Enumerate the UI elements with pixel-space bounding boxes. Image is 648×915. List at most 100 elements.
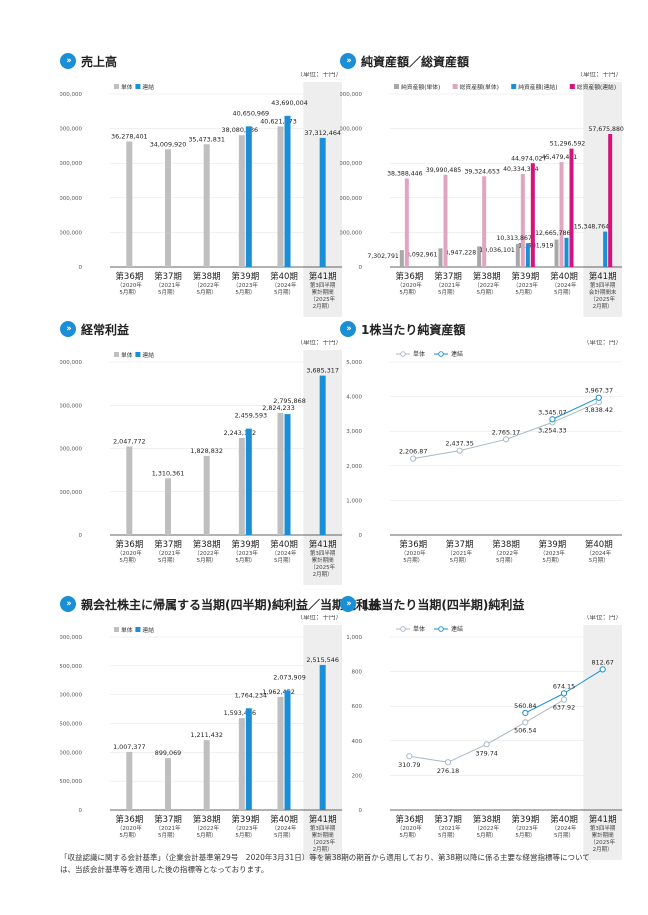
data-label: 51,296,592 [550,141,585,148]
x-category-month: 5月期） [477,289,497,296]
point-single [483,741,490,748]
x-category-year: （2020年 [397,824,422,832]
data-label: 2,437.35 [445,440,473,448]
x-category-year: （2023年 [540,549,565,557]
data-label: 3,967.37 [585,387,613,395]
y-tick-label: 2,000,000 [60,447,82,453]
data-label: 2,795,868 [273,397,306,405]
series-line-consol [563,668,603,694]
bar-consol [245,428,252,535]
point-single [410,455,417,462]
legend-swatch [394,84,399,89]
bar-single [203,740,210,810]
bar-0 [477,246,482,267]
y-tick-label: 0 [79,265,83,271]
x-category-sublabel: 2月期） [593,303,613,310]
legend-marker [438,351,444,357]
bar-0 [515,243,520,267]
x-category-label: 第40期 [585,539,613,550]
data-label: 34,009,920 [150,140,187,148]
x-category-label: 第40期 [550,271,578,282]
x-category-label: 第39期 [538,539,566,550]
x-category-year: （2023年 [233,824,258,832]
x-category-month: 5月期） [274,832,294,839]
point-consol [560,690,568,697]
chart-title: ›› 純資産額／総資産額 [340,52,469,70]
x-category-month: 5月期） [403,557,423,564]
bar-3 [569,148,574,267]
point-single [406,753,413,760]
x-category-label: 第41期 [589,271,617,282]
bar-single [165,149,171,267]
chart-title: ›› 親会社株主に帰属する当期(四半期)純利益／当期純利益 [60,595,380,613]
data-label: 8,947,228 [445,249,477,256]
data-label: 560.84 [514,702,536,710]
y-tick-label: 0 [79,808,83,814]
x-category-label: 第36期 [395,271,423,282]
bar-2 [564,237,569,267]
x-category-label: 第37期 [154,271,182,282]
unit-label: （単位：円） [583,615,622,621]
x-category-month: 5月期） [554,832,574,839]
y-tick-label: 30,000,000 [60,161,82,167]
x-category-sublabel: 累計期間 [312,831,335,839]
eps-chart: （単位：円）1,0008006004002000第36期（2020年5月期）第3… [346,615,622,860]
x-category-month: 5月期） [197,557,217,564]
cumulative-period-shade [583,625,622,860]
x-category-sublabel: 第3四半期 [590,824,616,832]
y-tick-label: 1,500,000 [60,722,82,728]
x-category-label: 第37期 [434,271,462,282]
x-category-label: 第41期 [309,814,337,825]
series-line-consol [525,692,565,714]
point-consol [522,709,529,717]
x-category-month: 5月期） [119,832,139,839]
x-category-year: （2020年 [401,549,426,557]
point-single [444,759,452,766]
x-category-month: 5月期） [438,832,458,839]
data-label: 35,473,831 [188,135,225,143]
assets-chart: （単位：千円） 75,000,000 60,000,000 45,000,000 30,… [340,72,624,317]
double-chevron-icon: ›› [60,321,76,337]
bar-consol [245,708,252,810]
x-category-year: （2020年 [117,281,142,289]
data-label: 2,047,772 [113,437,146,445]
bar-single [126,446,133,535]
bar-consol [245,126,252,267]
unit-label: （単位：千円） [297,615,343,621]
x-category-year: （2024年 [272,549,297,557]
x-category-label: 第38期 [193,814,221,825]
x-category-label: 第37期 [154,539,182,550]
legend-label: 連結 [451,350,463,358]
data-label: 2,206.87 [399,448,427,456]
data-label: 1,593,436 [224,709,257,717]
point-consol [599,666,606,673]
series-line-single [505,421,553,440]
data-label: 45,479,461 [542,154,577,161]
data-label: 43,690,004 [271,99,308,107]
legend-label: 単体 [121,626,133,634]
x-category-label: 第37期 [434,814,462,825]
data-label: 3,838.42 [585,406,613,414]
x-category-label: 第36期 [115,814,143,825]
x-category-sublabel: （2025年 [590,295,615,303]
bar-1 [482,176,487,267]
x-category-sublabel: 累計期間 [312,556,335,564]
y-tick-label: 15,000,000 [340,230,362,236]
y-tick-label: 45,000,000 [340,161,362,167]
legend-marker [400,626,406,632]
x-category-label: 第41期 [589,814,617,825]
data-label: 1,007,377 [113,743,146,751]
series-line-single [409,755,449,763]
y-tick-label: 2,000,000 [60,693,82,699]
x-category-year: （2021年 [436,824,461,832]
x-category-label: 第38期 [193,271,221,282]
bar-consol [319,137,326,267]
series-line-single [486,721,526,745]
y-tick-label: 30,000,000 [340,196,362,202]
data-label: 2,515,546 [306,656,339,664]
x-category-year: （2021年 [156,824,181,832]
y-tick-label: 40,000,000 [60,127,82,133]
y-tick-label: 50,000,000 [60,92,82,98]
x-category-month: 5月期） [542,557,562,564]
x-category-year: （2022年 [474,824,499,832]
